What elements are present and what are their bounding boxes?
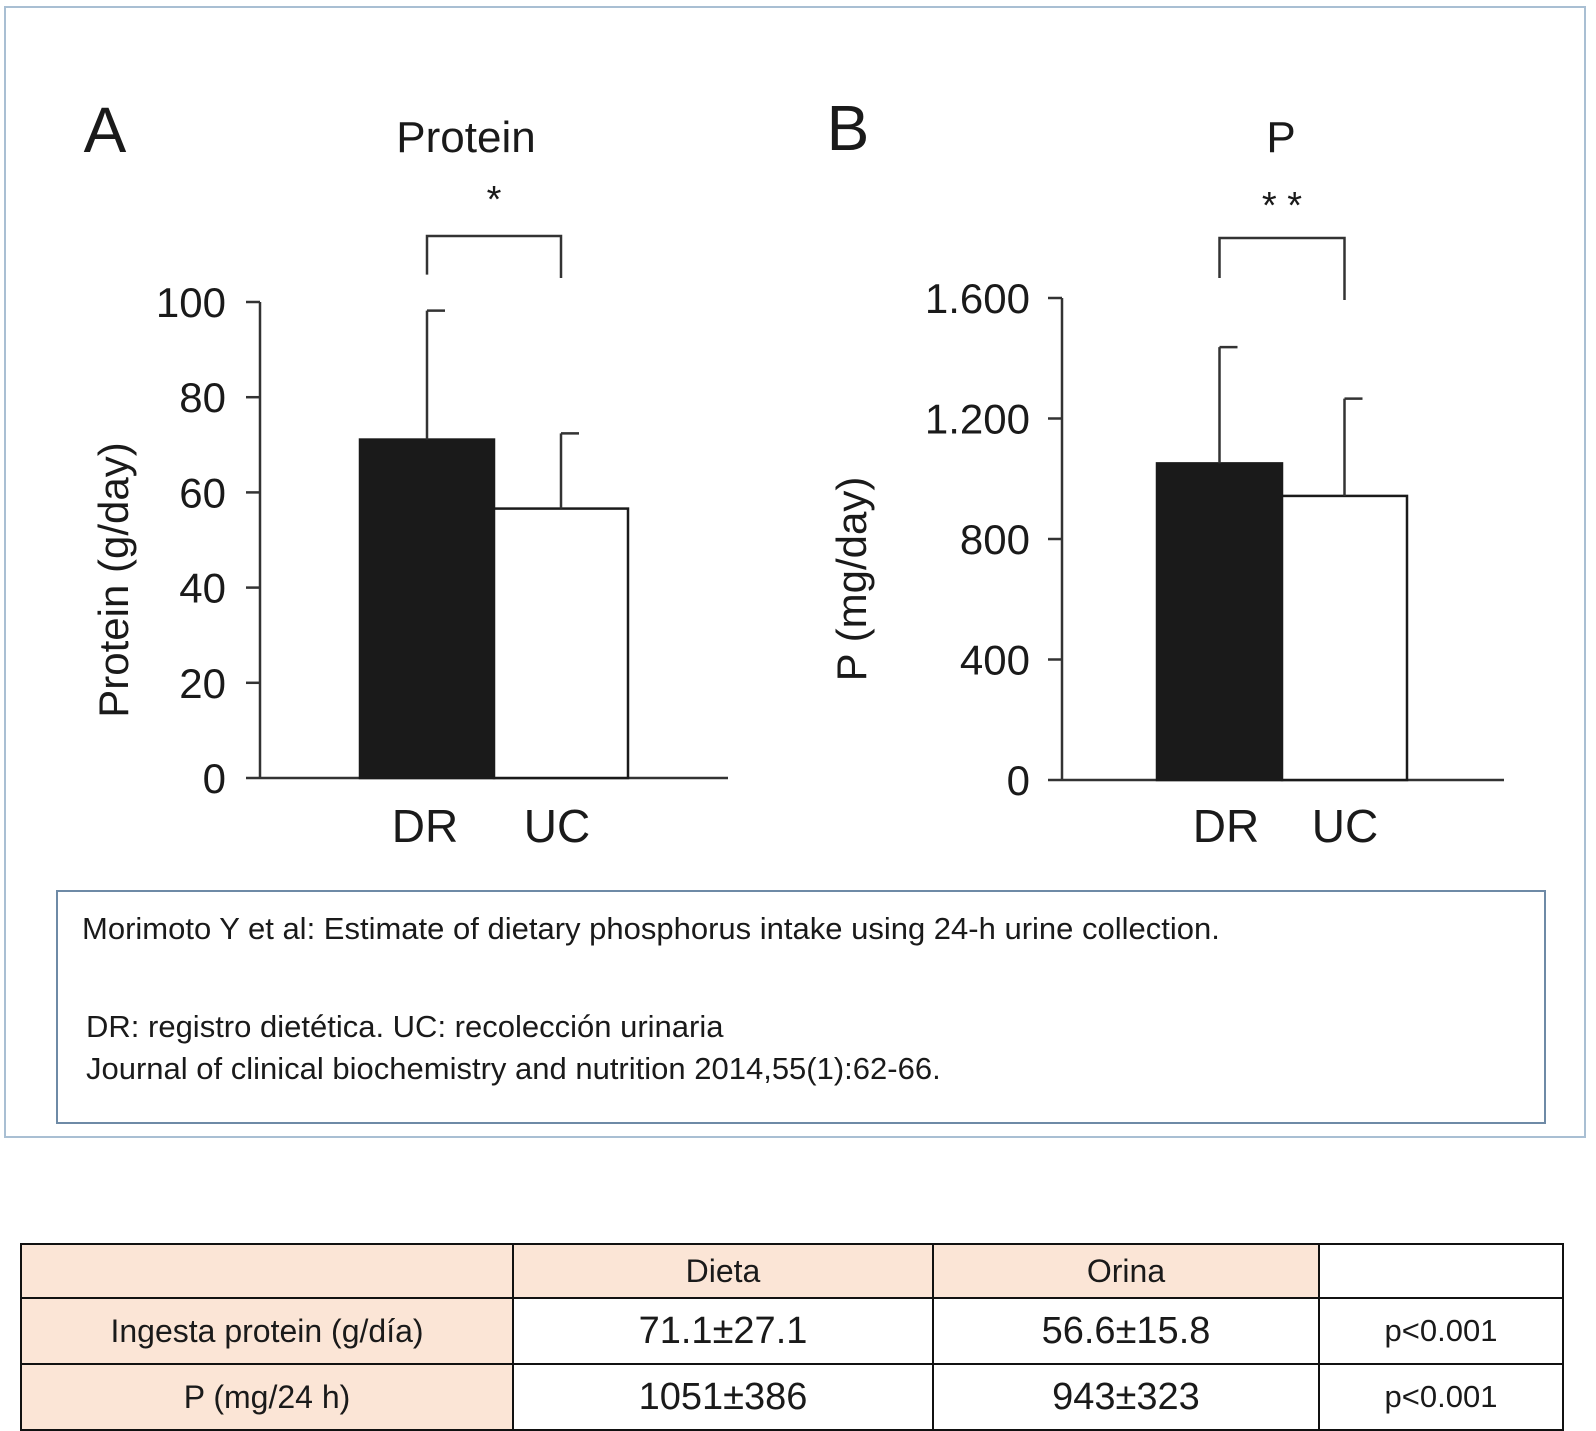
- x-tick-label: DR: [392, 800, 458, 852]
- y-tick-label: 100: [156, 279, 226, 326]
- header-cell-empty: [20, 1243, 514, 1299]
- y-tick-label: 1.600: [925, 275, 1030, 322]
- y-tick-label: 0: [1007, 757, 1030, 804]
- panel-label: A: [84, 94, 127, 166]
- header-cell-dieta: Dieta: [512, 1243, 934, 1299]
- y-tick-label: 400: [960, 637, 1030, 684]
- y-tick-label: 1.200: [925, 396, 1030, 443]
- dieta-value: 71.1±27.1: [512, 1297, 934, 1365]
- header-cell-p: [1318, 1243, 1564, 1299]
- orina-value: 56.6±15.8: [932, 1297, 1320, 1365]
- y-axis-label: Protein (g/day): [90, 442, 137, 717]
- y-tick-label: 0: [203, 755, 226, 802]
- significance-bracket: [425, 234, 563, 278]
- dieta-value: 1051±386: [512, 1363, 934, 1431]
- bar-dr: [358, 438, 496, 780]
- caption-journal: Journal of clinical biochemistry and nut…: [86, 1051, 941, 1086]
- header-cell-orina: Orina: [932, 1243, 1320, 1299]
- y-axis-label: P (mg/day): [828, 477, 875, 682]
- significance-bracket: [1218, 236, 1346, 300]
- x-tick-label: UC: [1312, 800, 1378, 852]
- y-tick-label: 60: [179, 469, 226, 516]
- caption-source: Morimoto Y et al: Estimate of dietary ph…: [82, 911, 1220, 946]
- significance-marker: *: [487, 179, 502, 221]
- y-tick-label: 20: [179, 660, 226, 707]
- p-value: p<0.001: [1318, 1297, 1564, 1365]
- x-tick-label: UC: [524, 800, 590, 852]
- table-row: P (mg/24 h) 1051±386 943±323 p<0.001: [20, 1363, 1564, 1431]
- row-label: Ingesta protein (g/día): [20, 1297, 514, 1365]
- caption-box: Morimoto Y et al: Estimate of dietary ph…: [56, 890, 1546, 1124]
- x-tick-label: DR: [1193, 800, 1259, 852]
- panel-label: B: [827, 92, 870, 164]
- caption-abbreviations: DR: registro dietética. UC: recolección …: [86, 1009, 724, 1044]
- y-tick-label: 40: [179, 565, 226, 612]
- table-header-row: Dieta Orina: [20, 1243, 1564, 1299]
- chart-title: Protein: [396, 113, 535, 162]
- results-table: Dieta Orina Ingesta protein (g/día) 71.1…: [20, 1243, 1564, 1431]
- bar-dr: [1155, 462, 1284, 782]
- bar-uc: [492, 507, 630, 780]
- y-tick-label: 800: [960, 516, 1030, 563]
- bar-charts: A Protein Protein (g/day) 0 20 40 60 80 100 DR UC *…: [84, 92, 1504, 852]
- bar-uc: [1280, 494, 1409, 782]
- orina-value: 943±323: [932, 1363, 1320, 1431]
- chart-title: P: [1266, 113, 1295, 162]
- table-row: Ingesta protein (g/día) 71.1±27.1 56.6±1…: [20, 1297, 1564, 1365]
- row-label: P (mg/24 h): [20, 1363, 514, 1431]
- p-value: p<0.001: [1318, 1363, 1564, 1431]
- significance-marker: * *: [1262, 185, 1302, 227]
- y-tick-label: 80: [179, 374, 226, 421]
- figure-frame: [4, 6, 1586, 1138]
